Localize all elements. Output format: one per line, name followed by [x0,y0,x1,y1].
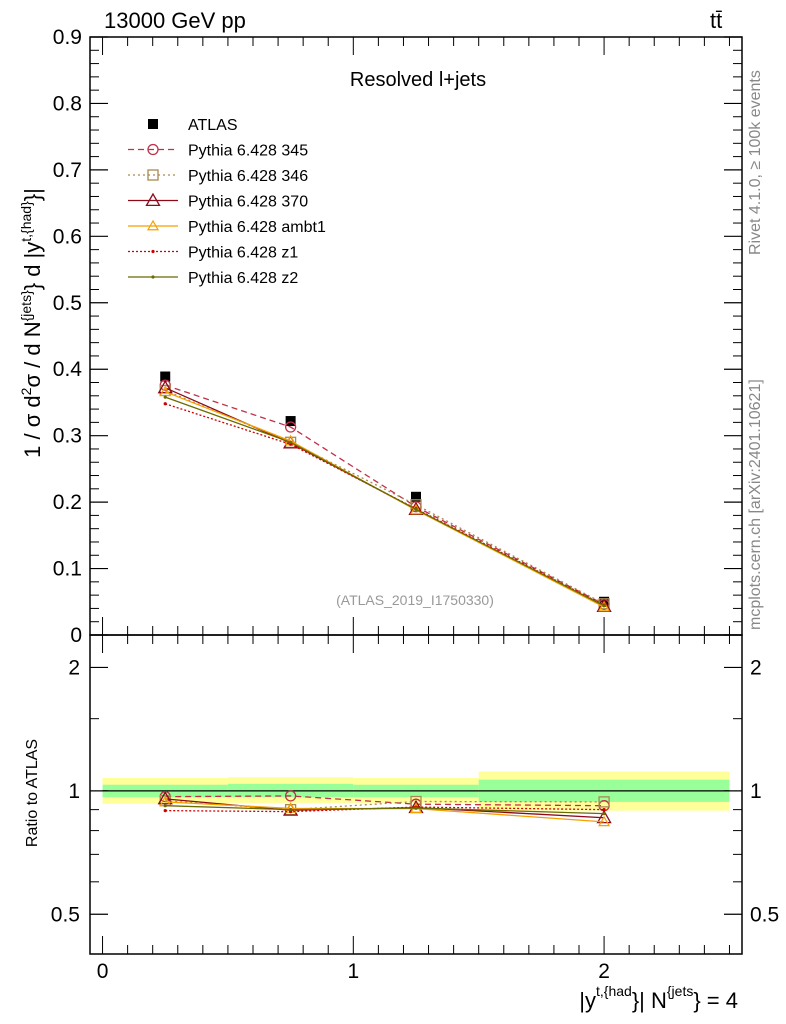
ratio-y-ticks: 0.5 0.5 1 1 2 2 [51,656,779,926]
legend-entry: Pythia 6.428 370 [128,192,308,211]
y-tick-label: 0.3 [53,425,82,448]
marker-z1 [163,402,167,406]
rivet-label: Rivet 4.1.0, ≥ 100k events [747,70,764,255]
series-line [164,391,605,608]
marker-ambt1 [598,600,611,612]
marker-345 [284,421,297,433]
y-tick-label: 0.2 [53,491,82,514]
ratio-line [165,795,605,807]
marker-ambt1 [146,219,160,231]
legend-label: Pythia 6.428 z1 [188,245,298,262]
ratio-tick-label-right: 0.5 [750,903,779,926]
y-tick-label: 0.6 [53,225,82,248]
marker-ambt1 [409,503,423,515]
mcplots-label: mcplots.cern.ch [arXiv:2401.10621] [747,379,764,630]
ratio-y-label: Ratio to ATLAS [24,739,41,847]
energy-label: 13000 GeV pp [104,8,246,33]
legend-entry: Pythia 6.428 z1 [128,245,298,262]
marker-346 [147,169,159,181]
marker-z2 [602,812,606,816]
marker-z2 [289,440,293,444]
marker-z1 [163,809,167,813]
legend-label: Pythia 6.428 ambt1 [188,219,326,236]
marker-370 [157,791,173,805]
marker-z2 [602,604,606,608]
marker-z1 [602,808,606,812]
atlas-marker [160,371,171,382]
marker-345 [284,790,297,802]
marker-z2 [151,275,155,279]
y-tick-label: 0.8 [53,92,82,115]
process-label: tt̄ [710,8,722,33]
x-tick-label: 0 [97,960,109,983]
legend-label: Pythia 6.428 346 [188,168,308,185]
ratio-tick-label: 1 [68,780,80,803]
marker-370 [145,192,161,207]
ratio-frame [89,634,743,955]
marker-z2 [163,804,167,808]
y-tick-label: 0.9 [53,26,82,49]
series-line [164,389,605,605]
legend-label: Pythia 6.428 370 [188,194,308,211]
marker-370 [157,380,173,394]
legend: ATLAS Pythia 6.428 345 Pythia 6.428 346 Pyt… [128,117,326,287]
legend-entry: Pythia 6.428 ambt1 [128,219,326,236]
marker-346 [598,796,610,808]
ratio-line [165,800,605,811]
marker-z2 [163,395,167,399]
main-y-ticks: 0 0.1 0.2 0.3 0.4 0.5 0.6 0.7 0.8 0.9 [53,26,742,647]
main-panel: 0 0.1 0.2 0.3 0.4 0.5 0.6 0.7 0.8 0.9 Resolved l+… [18,26,743,647]
ratio-series-pythia-6-428-z2 [163,804,606,816]
ratio-tick-label-right: 1 [750,780,762,803]
series-pythia-6-428-ambt1 [159,385,611,612]
marker-z2 [414,507,418,512]
main-series [157,371,612,612]
chart-title: Resolved l+jets [350,69,486,91]
marker-z2 [414,806,418,810]
y-tick-label: 0.7 [53,159,82,182]
ratio-panel: 0.5 0.5 1 1 2 2 0 1 2 Ratio to ATLAS |yt,{had}|… [24,634,779,1013]
ratio-tick-label: 2 [68,656,80,679]
legend-entry: Pythia 6.428 z2 [128,270,298,287]
legend-label: Pythia 6.428 345 [188,143,308,160]
ratio-series [157,790,612,827]
y-tick-label: 0.5 [53,292,82,315]
marker-345 [147,143,159,156]
ratio-tick-label: 0.5 [51,903,80,926]
x-tick-label: 1 [347,960,359,983]
series-pythia-6-428-z2 [163,395,606,608]
legend-label: ATLAS [188,117,238,134]
legend-entry: Pythia 6.428 345 [128,143,308,160]
x-axis-label: |yt,{had}| N{jets} = 4 [579,983,738,1013]
marker-z2 [289,808,293,812]
y-tick-label: 0.4 [53,358,83,381]
legend-entry: Pythia 6.428 346 [128,168,308,185]
atlas-marker [411,491,421,502]
main-x-ticks [102,37,730,635]
x-tick-label: 2 [598,960,610,983]
ratio-tick-label-right: 2 [750,656,762,679]
atlas-marker [285,416,296,427]
ratio-line [165,805,605,815]
marker-ambt1 [598,815,611,827]
analysis-ref: (ATLAS_2019_I1750330) [336,592,494,608]
ratio-x-ticks: 0 1 2 [97,635,730,983]
marker-370 [596,809,612,824]
y-tick-label: 0 [70,624,82,647]
series-line [165,403,605,606]
legend-entry: ATLAS [148,117,238,134]
atlas-marker [148,119,158,129]
y-tick-label: 0.1 [53,558,82,581]
main-y-label: 1 / σ d2σ / d N{jets}} d |yt,{had}}| [18,188,45,458]
series-line [165,396,605,607]
marker-z1 [151,249,155,254]
legend-label: Pythia 6.428 z2 [188,270,298,287]
series-pythia-6-428-z1 [163,402,606,607]
